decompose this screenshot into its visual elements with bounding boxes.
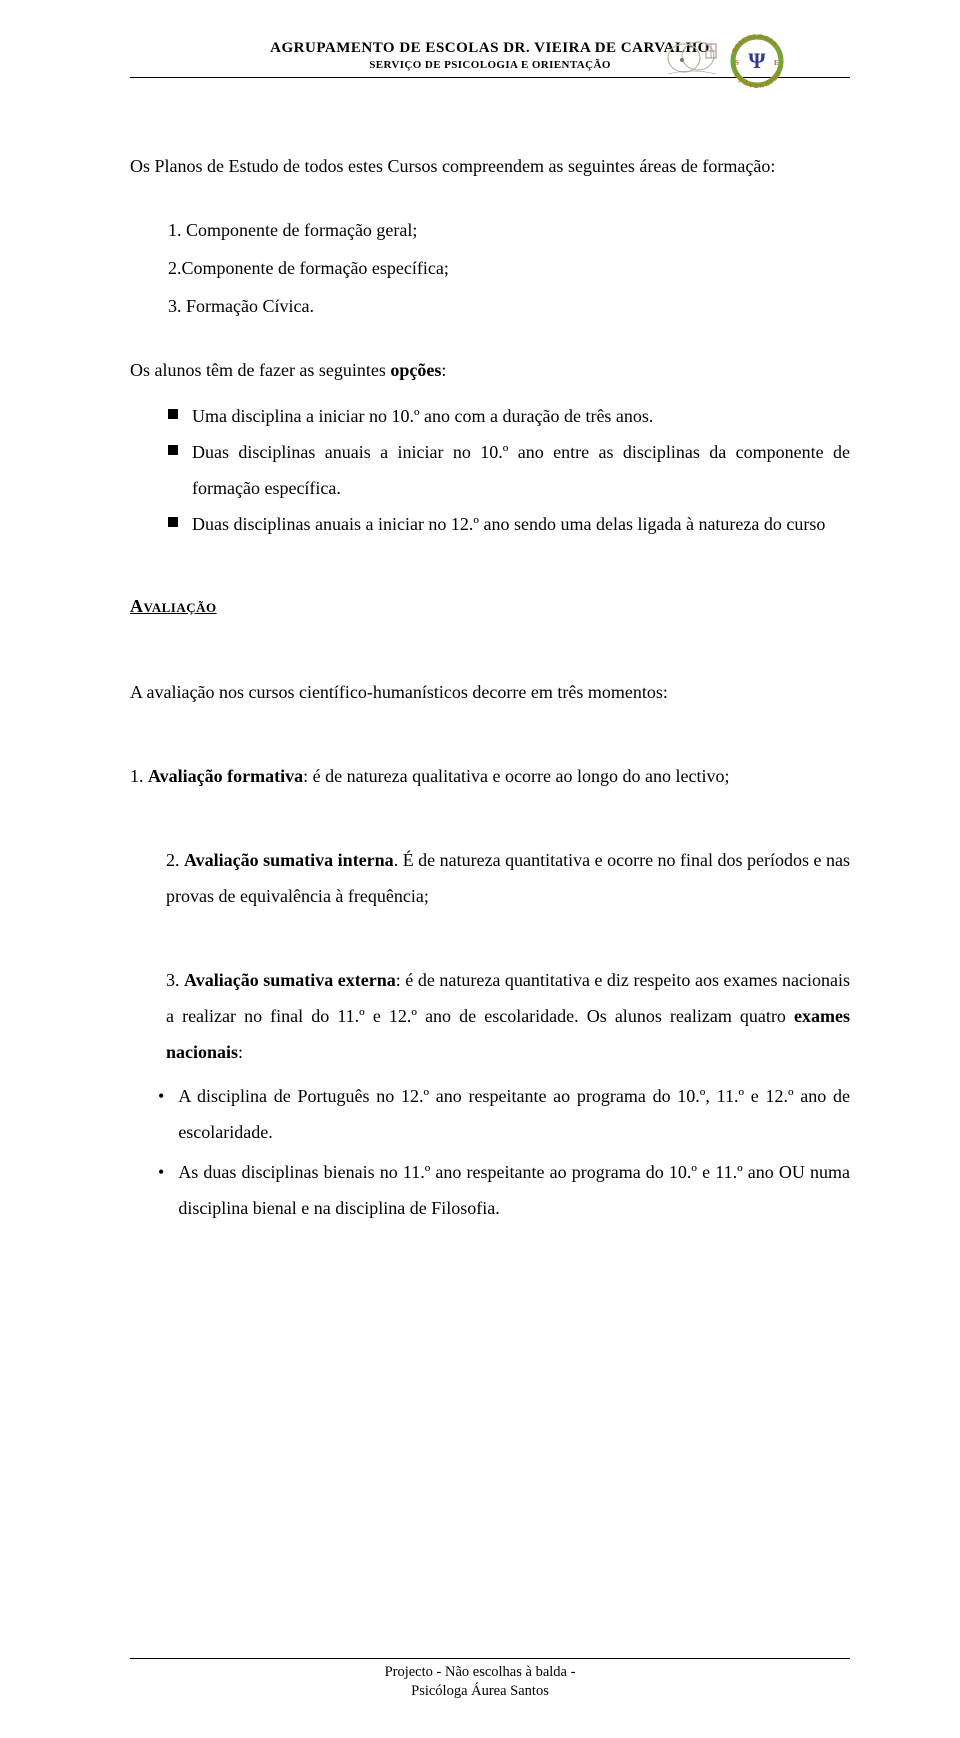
options-intro: Os alunos têm de fazer as seguintes opçõ… (130, 352, 850, 388)
footer-line-2: Psicóloga Áurea Santos (0, 1682, 960, 1702)
svg-text:Ψ: Ψ (748, 48, 766, 73)
psychology-logo-icon: PSICOLOGIA ORIENTAÇÃO Ψ S E (726, 30, 788, 92)
exam-text: As duas disciplinas bienais no 11.º ano … (178, 1154, 850, 1226)
option-text: Duas disciplinas anuais a iniciar no 10.… (192, 434, 850, 506)
area-item: 1. Componente de formação geral; (168, 212, 850, 248)
intro-paragraph: Os Planos de Estudo de todos estes Curso… (130, 148, 850, 184)
footer-line-1: Projecto - Não escolhas à balda - (0, 1663, 960, 1683)
avaliacao-intro: A avaliação nos cursos científico-humaní… (130, 674, 850, 710)
bullet-dot-icon: • (158, 1078, 164, 1150)
page: AGRUPAMENTO DE ESCOLAS DR. VIEIRA DE CAR… (0, 0, 960, 1738)
footer-divider (130, 1658, 850, 1659)
exam-item: • As duas disciplinas bienais no 11.º an… (130, 1154, 850, 1226)
page-header: AGRUPAMENTO DE ESCOLAS DR. VIEIRA DE CAR… (130, 40, 850, 78)
options-intro-bold: opções (390, 360, 441, 380)
item-rest: : é de natureza qualitativa e ocorre ao … (303, 766, 729, 786)
square-bullet-icon (168, 445, 178, 455)
square-bullet-icon (168, 517, 178, 527)
bullet-dot-icon: • (158, 1154, 164, 1226)
options-intro-prefix: Os alunos têm de fazer as seguintes (130, 360, 390, 380)
item-label: Avaliação sumativa interna (184, 850, 394, 870)
exam-text: A disciplina de Português no 12.º ano re… (178, 1078, 850, 1150)
svg-text:S: S (735, 59, 739, 67)
item-number: 3. (166, 970, 184, 990)
areas-list: 1. Componente de formação geral; 2.Compo… (168, 212, 850, 324)
exams-list: • A disciplina de Português no 12.º ano … (130, 1078, 850, 1226)
avaliacao-item: 3. Avaliação sumativa externa: é de natu… (130, 962, 850, 1226)
option-item: Uma disciplina a iniciar no 10.º ano com… (130, 398, 850, 434)
option-item: Duas disciplinas anuais a iniciar no 12.… (130, 506, 850, 542)
avaliacao-item-text: 3. Avaliação sumativa externa: é de natu… (166, 962, 850, 1070)
area-item: 3. Formação Cívica. (168, 288, 850, 324)
option-item: Duas disciplinas anuais a iniciar no 10.… (130, 434, 850, 506)
item-number: 2. (166, 850, 184, 870)
svg-text:E: E (774, 59, 779, 67)
options-list: Uma disciplina a iniciar no 10.º ano com… (130, 398, 850, 542)
exam-item: • A disciplina de Português no 12.º ano … (130, 1078, 850, 1150)
item-label: Avaliação formativa (148, 766, 303, 786)
page-footer: Projecto - Não escolhas à balda - Psicól… (0, 1658, 960, 1702)
option-text: Uma disciplina a iniciar no 10.º ano com… (192, 398, 850, 434)
section-title-avaliacao: Avaliação (130, 588, 850, 624)
avaliacao-item: 2. Avaliação sumativa interna. É de natu… (166, 842, 850, 914)
area-item: 2.Componente de formação específica; (168, 250, 850, 286)
avaliacao-item: 1. Avaliação formativa: é de natureza qu… (130, 758, 850, 794)
square-bullet-icon (168, 409, 178, 419)
school-logo-icon (664, 34, 720, 82)
option-text: Duas disciplinas anuais a iniciar no 12.… (192, 506, 850, 542)
document-body: Os Planos de Estudo de todos estes Curso… (130, 148, 850, 1226)
avaliacao-list: 1. Avaliação formativa: é de natureza qu… (130, 758, 850, 1226)
item-number: 1. (130, 766, 148, 786)
options-intro-suffix: : (441, 360, 446, 380)
item-rest: : (238, 1042, 243, 1062)
item-label: Avaliação sumativa externa (184, 970, 396, 990)
